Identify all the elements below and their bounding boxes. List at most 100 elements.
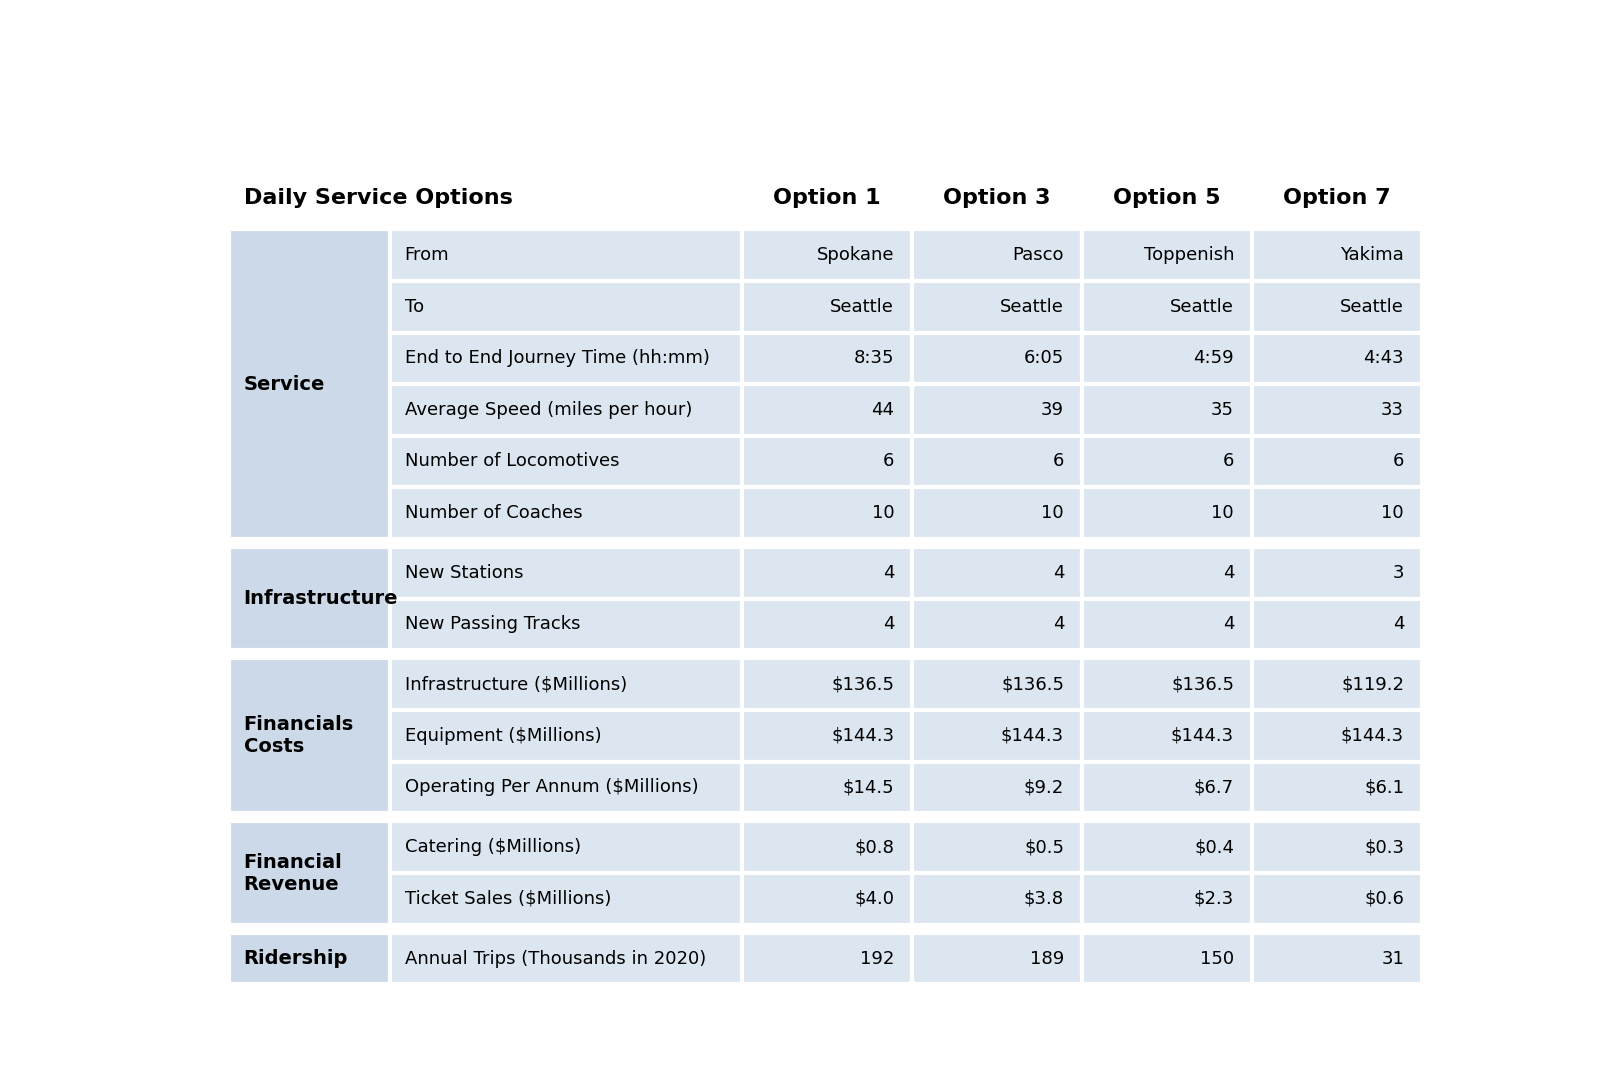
Bar xyxy=(1082,548,1251,598)
Bar xyxy=(1251,384,1422,435)
Bar xyxy=(229,539,1422,548)
Text: $144.3: $144.3 xyxy=(1341,727,1404,745)
Bar xyxy=(1251,822,1422,873)
Bar xyxy=(1251,487,1422,539)
Bar xyxy=(911,822,1082,873)
Text: $0.4: $0.4 xyxy=(1195,838,1235,856)
Text: 6: 6 xyxy=(1053,453,1064,471)
Bar xyxy=(1251,659,1422,710)
Bar xyxy=(390,873,742,924)
Bar xyxy=(1251,229,1422,281)
Bar xyxy=(911,710,1082,761)
Bar xyxy=(1251,333,1422,384)
Bar xyxy=(390,384,742,435)
Text: $6.7: $6.7 xyxy=(1195,779,1235,796)
Text: $144.3: $144.3 xyxy=(831,727,894,745)
Text: Operating Per Annum ($Millions): Operating Per Annum ($Millions) xyxy=(404,779,699,796)
Text: Option 7: Option 7 xyxy=(1283,188,1391,208)
Bar xyxy=(911,873,1082,924)
Bar xyxy=(1082,229,1251,281)
Text: Toppenish: Toppenish xyxy=(1143,246,1235,265)
Bar xyxy=(390,333,742,384)
Text: Financials
Costs: Financials Costs xyxy=(243,715,354,756)
Text: New Stations: New Stations xyxy=(404,564,523,582)
Bar xyxy=(1251,598,1422,650)
Text: $119.2: $119.2 xyxy=(1341,675,1404,693)
Text: $136.5: $136.5 xyxy=(1170,675,1235,693)
Text: Average Speed (miles per hour): Average Speed (miles per hour) xyxy=(404,401,692,419)
Text: Number of Locomotives: Number of Locomotives xyxy=(404,453,620,471)
Bar xyxy=(229,822,390,924)
Bar xyxy=(229,813,1422,822)
Text: 150: 150 xyxy=(1199,949,1235,968)
Bar xyxy=(1082,659,1251,710)
Text: 4:59: 4:59 xyxy=(1193,349,1235,367)
Bar xyxy=(742,822,911,873)
Text: Option 1: Option 1 xyxy=(773,188,881,208)
Bar xyxy=(1251,548,1422,598)
Bar xyxy=(1082,435,1251,487)
Bar xyxy=(911,659,1082,710)
Text: $0.5: $0.5 xyxy=(1024,838,1064,856)
Bar xyxy=(229,933,390,985)
Text: 10: 10 xyxy=(1042,504,1064,522)
Bar xyxy=(1082,333,1251,384)
Text: 4: 4 xyxy=(882,564,894,582)
Bar xyxy=(911,281,1082,333)
Text: $136.5: $136.5 xyxy=(1001,675,1064,693)
Text: $9.2: $9.2 xyxy=(1024,779,1064,796)
Bar xyxy=(1251,873,1422,924)
Text: 4: 4 xyxy=(1222,616,1235,633)
Text: Pasco: Pasco xyxy=(1013,246,1064,265)
Text: $136.5: $136.5 xyxy=(831,675,894,693)
Text: $3.8: $3.8 xyxy=(1024,890,1064,908)
Bar xyxy=(1251,710,1422,761)
Text: Spokane: Spokane xyxy=(816,246,894,265)
Text: Infrastructure: Infrastructure xyxy=(243,589,398,608)
Text: Equipment ($Millions): Equipment ($Millions) xyxy=(404,727,601,745)
Bar xyxy=(742,710,911,761)
Text: 44: 44 xyxy=(871,401,894,419)
Text: Number of Coaches: Number of Coaches xyxy=(404,504,583,522)
Text: Annual Trips (Thousands in 2020): Annual Trips (Thousands in 2020) xyxy=(404,949,705,968)
Text: Seattle: Seattle xyxy=(1340,298,1404,315)
Bar xyxy=(742,873,911,924)
Bar xyxy=(911,229,1082,281)
Bar xyxy=(742,333,911,384)
Text: $2.3: $2.3 xyxy=(1195,890,1235,908)
Bar xyxy=(742,659,911,710)
Text: 35: 35 xyxy=(1211,401,1235,419)
Text: 10: 10 xyxy=(871,504,894,522)
Text: 4: 4 xyxy=(1222,564,1235,582)
Bar xyxy=(1082,384,1251,435)
Text: 4: 4 xyxy=(882,616,894,633)
Bar xyxy=(1251,281,1422,333)
Bar xyxy=(911,933,1082,985)
Text: Seattle: Seattle xyxy=(1000,298,1064,315)
Text: $14.5: $14.5 xyxy=(842,779,894,796)
Text: 6: 6 xyxy=(882,453,894,471)
Bar xyxy=(390,229,742,281)
Text: 6: 6 xyxy=(1222,453,1235,471)
Bar xyxy=(742,229,911,281)
Bar xyxy=(390,435,742,487)
Bar xyxy=(390,933,742,985)
Text: 3: 3 xyxy=(1393,564,1404,582)
Bar xyxy=(1082,822,1251,873)
Bar xyxy=(1082,598,1251,650)
Text: From: From xyxy=(404,246,449,265)
Text: End to End Journey Time (hh:mm): End to End Journey Time (hh:mm) xyxy=(404,349,710,367)
Text: 4: 4 xyxy=(1393,616,1404,633)
Text: Option 3: Option 3 xyxy=(943,188,1050,208)
Text: Seattle: Seattle xyxy=(1170,298,1235,315)
Text: Yakima: Yakima xyxy=(1341,246,1404,265)
Text: 6: 6 xyxy=(1393,453,1404,471)
Bar xyxy=(1082,281,1251,333)
Text: $0.8: $0.8 xyxy=(855,838,894,856)
Bar xyxy=(742,598,911,650)
Text: Catering ($Millions): Catering ($Millions) xyxy=(404,838,581,856)
Bar xyxy=(911,548,1082,598)
Bar xyxy=(911,384,1082,435)
Text: 39: 39 xyxy=(1042,401,1064,419)
Bar xyxy=(229,924,1422,933)
